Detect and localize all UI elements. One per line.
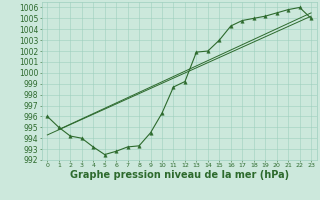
X-axis label: Graphe pression niveau de la mer (hPa): Graphe pression niveau de la mer (hPa) bbox=[70, 170, 289, 180]
